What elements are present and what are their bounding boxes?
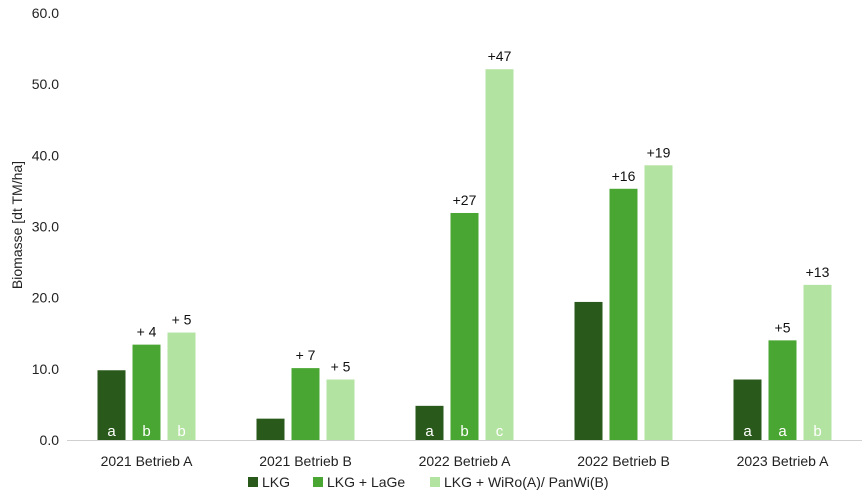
- bar: [768, 340, 797, 440]
- bar: [733, 379, 762, 440]
- bar: [326, 379, 355, 440]
- legend-swatch: [430, 477, 440, 487]
- data-label: + 7: [296, 347, 316, 363]
- bar: [485, 69, 514, 440]
- bar: [291, 368, 320, 440]
- data-label: + 5: [172, 312, 192, 328]
- bar: [450, 212, 479, 440]
- category-group: + 7 + 5: [256, 347, 355, 440]
- x-tick-label: 2022 Betrieb B: [577, 453, 670, 469]
- data-label: +19: [647, 144, 671, 160]
- legend-item: LKG + WiRo(A)/ PanWi(B): [430, 474, 609, 490]
- x-tick-label: 2023 Betrieb A: [737, 453, 830, 469]
- bar: [415, 405, 444, 440]
- bar: [803, 284, 832, 440]
- bars: a + 4 b + 5 b + 7 + 5 a +27 b +47 c +16 +19 a +5 a +13 b: [97, 48, 832, 440]
- y-axis-label: Biomasse [dt TM/ha]: [9, 161, 25, 289]
- category-group: a +27 b +47 c: [415, 48, 514, 440]
- bar: [256, 418, 285, 440]
- significance-letter: b: [142, 423, 150, 440]
- bar: [644, 165, 673, 440]
- legend: LKG LKG + LaGe LKG + WiRo(A)/ PanWi(B): [248, 474, 609, 490]
- legend-label: LKG + LaGe: [327, 474, 405, 490]
- legend-swatch: [248, 477, 258, 487]
- x-axis: 2021 Betrieb A 2021 Betrieb B 2022 Betrieb…: [67, 440, 862, 469]
- category-group: +16 +19: [574, 144, 673, 440]
- legend-item: LKG + LaGe: [313, 474, 405, 490]
- legend-label: LKG: [262, 474, 290, 490]
- x-tick-label: 2021 Betrieb B: [259, 453, 352, 469]
- y-tick-label: 20.0: [32, 290, 59, 306]
- y-tick-label: 50.0: [32, 76, 59, 92]
- data-label: +5: [775, 319, 791, 335]
- y-axis: 0.0 10.0 20.0 30.0 40.0 50.0 60.0: [32, 5, 59, 448]
- data-label: +47: [488, 48, 512, 64]
- data-label: +13: [806, 264, 830, 280]
- category-group: a +5 a +13 b: [733, 264, 832, 440]
- data-label: + 4: [137, 324, 157, 340]
- legend-label: LKG + WiRo(A)/ PanWi(B): [444, 474, 609, 490]
- x-tick-label: 2022 Betrieb A: [419, 453, 512, 469]
- category-group: a + 4 b + 5 b: [97, 312, 196, 440]
- bar: [609, 188, 638, 440]
- significance-letter: a: [425, 423, 434, 440]
- y-tick-label: 0.0: [40, 432, 60, 448]
- significance-letter: b: [813, 423, 821, 440]
- y-tick-label: 30.0: [32, 219, 59, 235]
- bar: [574, 301, 603, 440]
- bar: [167, 332, 196, 440]
- bar: [132, 344, 161, 440]
- data-label: +27: [453, 192, 477, 208]
- bar: [97, 370, 126, 440]
- significance-letter: b: [177, 423, 185, 440]
- significance-letter: a: [107, 423, 116, 440]
- legend-swatch: [313, 477, 323, 487]
- x-tick-label: 2021 Betrieb A: [101, 453, 194, 469]
- significance-letter: c: [496, 423, 504, 440]
- data-label: +16: [612, 168, 636, 184]
- y-tick-label: 60.0: [32, 5, 59, 21]
- y-tick-label: 10.0: [32, 361, 59, 377]
- significance-letter: a: [743, 423, 752, 440]
- significance-letter: b: [460, 423, 468, 440]
- data-label: + 5: [331, 359, 351, 375]
- y-tick-label: 40.0: [32, 147, 59, 163]
- significance-letter: a: [778, 423, 787, 440]
- legend-item: LKG: [248, 474, 290, 490]
